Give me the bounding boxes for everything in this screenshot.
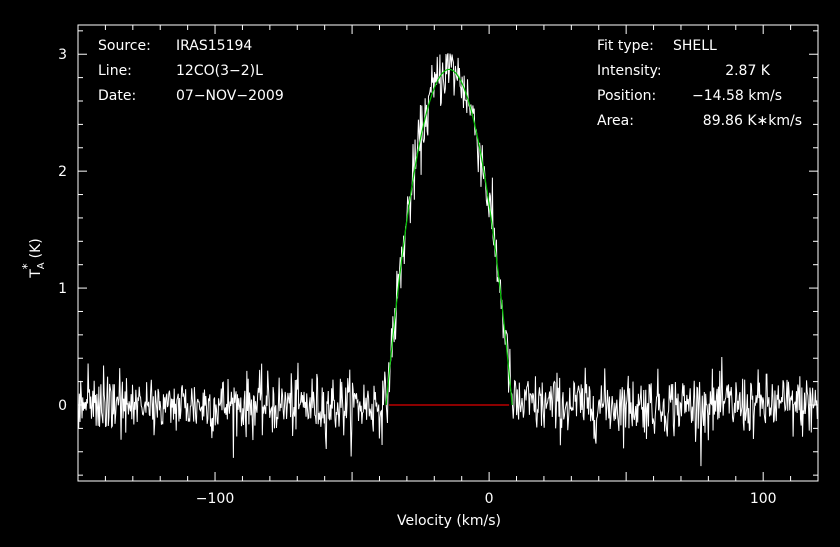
info-key-line: Line:: [98, 63, 132, 79]
svg-text:TA*(K): TA* (K): [20, 238, 47, 279]
info-value-area: 89.86 K∗km/s: [703, 113, 802, 129]
x-tick-label: 100: [750, 491, 777, 507]
info-key-fit-type: Fit type:: [597, 38, 654, 54]
info-left: Source: IRAS15194 Line: 12CO(3−2)L Date:…: [98, 38, 284, 104]
y-axis-label-sub: A: [36, 262, 47, 269]
y-tick-label: 3: [58, 47, 67, 63]
info-value-date: 07−NOV−2009: [176, 88, 284, 104]
info-value-fit-type: SHELL: [673, 38, 717, 54]
x-tick-label: 0: [485, 491, 494, 507]
fit-line: [385, 68, 513, 406]
info-key-date: Date:: [98, 88, 136, 104]
y-axis-label-unit: (K): [28, 238, 44, 258]
info-value-line: 12CO(3−2)L: [176, 63, 263, 79]
spectrum-series: [77, 53, 819, 467]
y-tick-label: 2: [58, 164, 67, 180]
x-tick-label: −100: [196, 491, 234, 507]
plot-frame: [77, 24, 819, 482]
y-axis-label-sup: *: [20, 263, 34, 269]
y-axis-label-main: T: [28, 269, 44, 279]
info-key-area: Area:: [597, 113, 634, 129]
info-right: Fit type: SHELL Intensity: 2.87 K Positi…: [597, 38, 802, 129]
y-tick-label: 1: [58, 281, 67, 297]
info-value-intensity: 2.87 K: [725, 63, 771, 79]
spectrum-line: [77, 53, 819, 467]
y-axis-label: TA* (K): [20, 238, 47, 279]
info-value-position: −14.58 km/s: [692, 88, 782, 104]
fit-series: [385, 68, 513, 406]
x-axis-label: Velocity (km/s): [397, 513, 501, 529]
info-key-intensity: Intensity:: [597, 63, 662, 79]
info-key-position: Position:: [597, 88, 656, 104]
info-value-source: IRAS15194: [176, 38, 252, 54]
axis-ticks: −100 0 100 0 1 2 3: [58, 25, 819, 507]
y-tick-label: 0: [58, 398, 67, 414]
info-key-source: Source:: [98, 38, 151, 54]
